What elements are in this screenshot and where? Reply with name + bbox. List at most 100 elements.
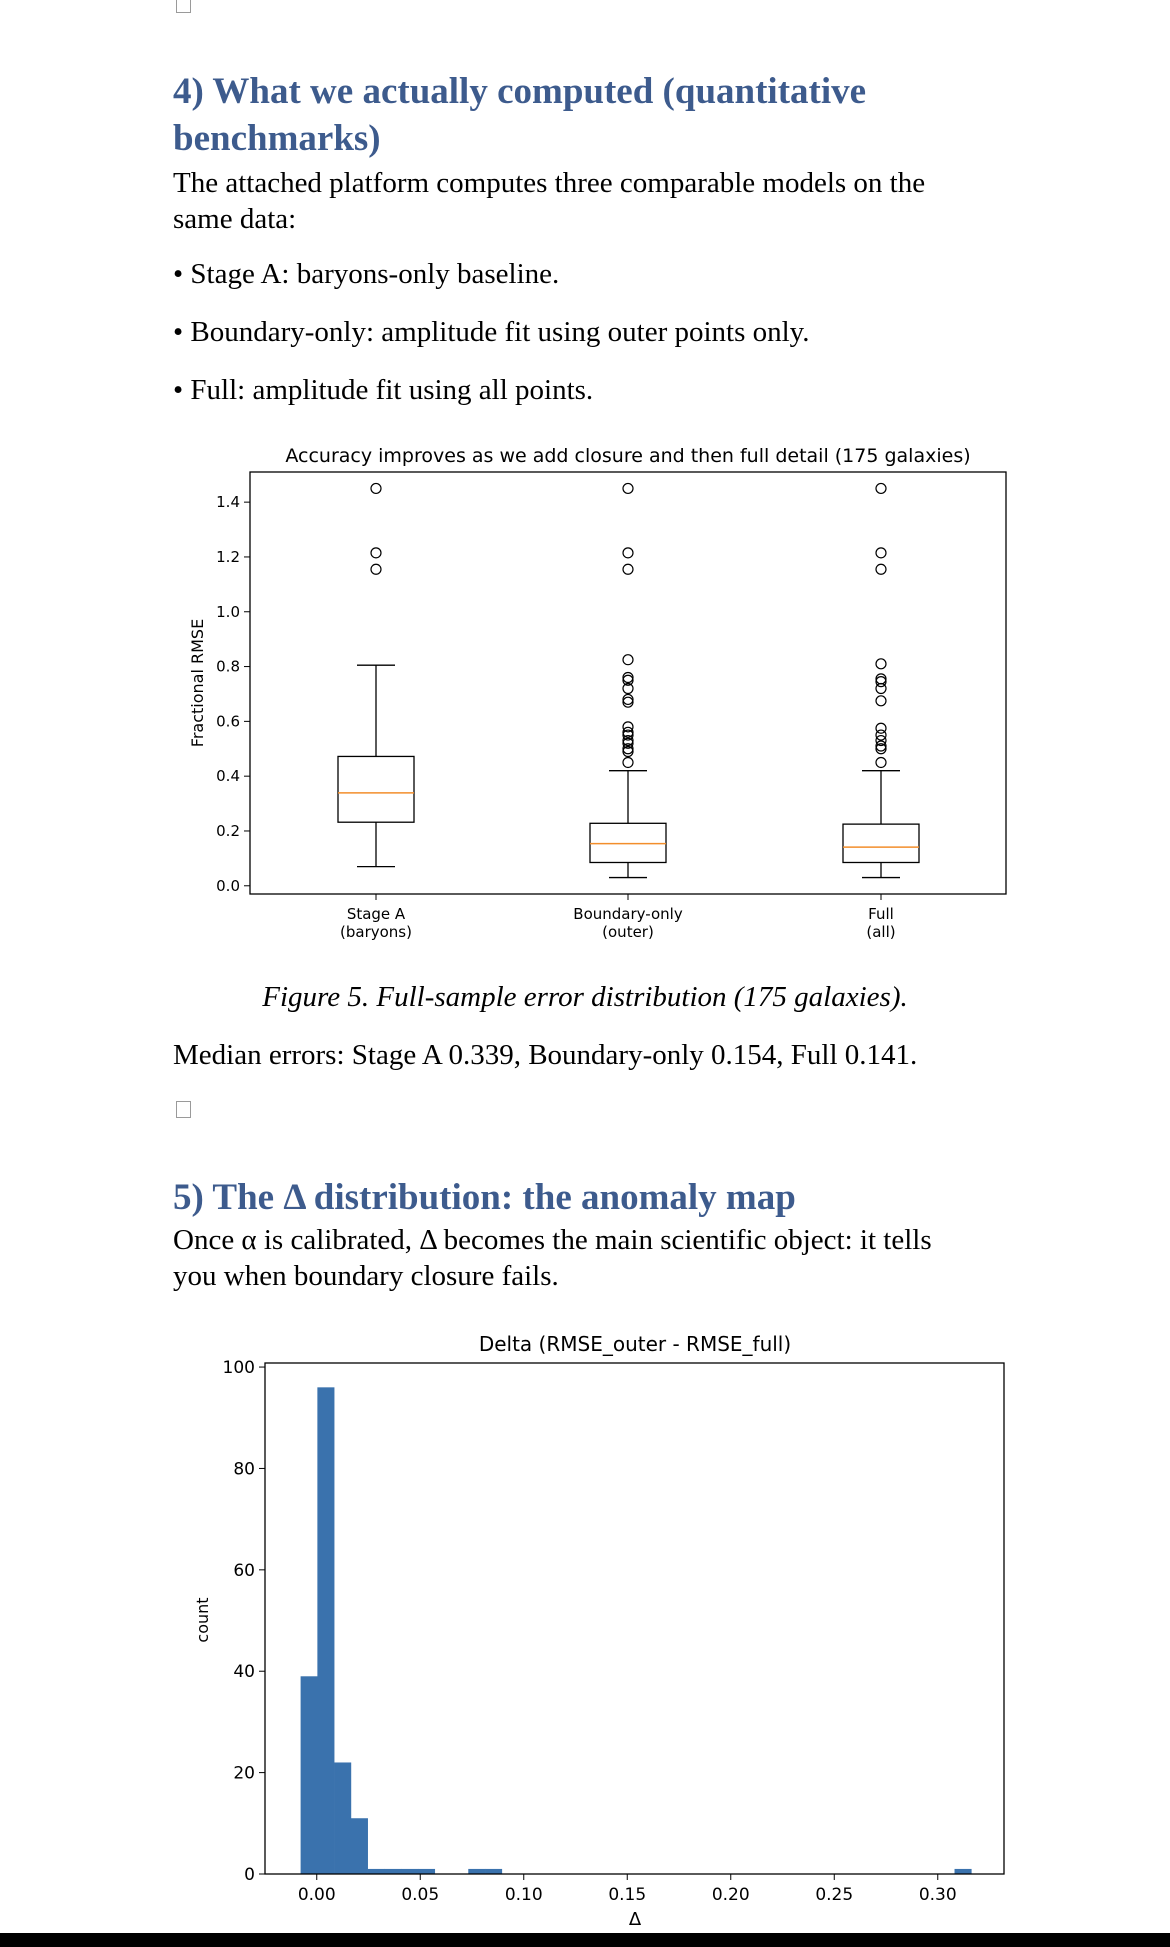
outlier-point [622, 482, 634, 495]
x-tick-label: 0.15 [608, 1885, 646, 1905]
x-tick-label: 0.25 [815, 1885, 853, 1905]
y-tick-label: 40 [233, 1662, 255, 1682]
y-tick-label: 80 [233, 1459, 255, 1479]
checkbox[interactable] [176, 1101, 191, 1118]
y-tick-label: 1.0 [216, 603, 240, 621]
y-tick-label: 0 [244, 1865, 255, 1885]
outlier-point [622, 745, 634, 758]
outlier-point [622, 726, 634, 738]
x-tick-label: (baryons) [340, 923, 412, 941]
outlier-point [622, 693, 634, 706]
outlier-point [622, 743, 634, 755]
y-tick-label: 20 [233, 1764, 255, 1784]
bullet-item: • Stage A: baryons-only baseline. [173, 256, 559, 292]
bullet-icon: • [173, 316, 184, 348]
outlier-point [622, 563, 634, 575]
bullet-item: • Full: amplitude fit using all points. [173, 372, 593, 408]
x-tick-label: Stage A [347, 905, 406, 923]
histogram-bar [417, 1868, 436, 1874]
outlier-point [622, 654, 634, 666]
intro-line: Once α is calibrated, Δ becomes the main… [173, 1224, 932, 1256]
histogram-bar [367, 1868, 385, 1874]
y-tick-label: 0.2 [216, 822, 240, 840]
histogram-bar [485, 1868, 503, 1874]
x-tick-label: Boundary-only [573, 905, 683, 923]
x-tick-label: (outer) [602, 923, 654, 941]
x-tick-label: 0.00 [298, 1885, 336, 1905]
x-tick-label: (all) [866, 923, 895, 941]
outlier-point [875, 673, 887, 685]
outlier-point [875, 734, 887, 747]
outlier-point [622, 737, 634, 749]
intro-line: you when boundary closure fails. [173, 1260, 559, 1292]
box-chart-ylabel: Fractional RMSE [188, 619, 207, 747]
outlier-point [622, 671, 634, 684]
outlier-point [875, 695, 887, 707]
bullet-item: • Boundary-only: amplitude fit using out… [173, 314, 810, 350]
hist-chart-ylabel: count [193, 1597, 212, 1642]
bullet-text: Stage A: baryons-only baseline. [190, 258, 560, 290]
outlier-point [622, 756, 634, 769]
outlier-point [875, 547, 887, 559]
y-tick-label: 0.6 [216, 712, 240, 730]
intro-line: same data: [173, 203, 297, 235]
outlier-point [875, 658, 887, 670]
intro-line: The attached platform computes three com… [173, 167, 926, 199]
box-chart-title: Accuracy improves as we add closure and … [285, 445, 970, 467]
plot-frame [264, 1362, 1005, 1875]
histogram-bar [954, 1868, 972, 1874]
x-tick-label: Full [868, 905, 894, 923]
bullet-text: Full: amplitude fit using all points. [190, 374, 594, 406]
outlier-point [622, 547, 634, 559]
heading-line: benchmarks) [173, 118, 381, 159]
box-plot-chart: Accuracy improves as we add closure and … [188, 445, 1007, 941]
y-tick-label: 0.4 [216, 767, 240, 785]
histogram-bar [401, 1868, 419, 1874]
outlier-point [622, 674, 634, 686]
outlier-point [875, 740, 887, 752]
histogram-chart: Delta (RMSE_outer - RMSE_full) count Δ 0… [193, 1332, 1005, 1930]
hist-chart-xlabel: Δ [629, 1909, 642, 1930]
outlier-point [370, 547, 382, 559]
outlier-point [875, 729, 887, 741]
bottom-bar [0, 1933, 1170, 1947]
x-tick-label: 0.10 [505, 1885, 543, 1905]
iqr-box [337, 755, 415, 823]
outlier-point [622, 682, 634, 695]
histogram-bar [468, 1868, 486, 1874]
section-5-heading: 5) The Δ distribution: the anomaly map [173, 1177, 796, 1218]
bullet-icon: • [173, 374, 184, 406]
figure-caption: Figure 5. Full-sample error distribution… [262, 981, 908, 1013]
outlier-point [875, 743, 887, 755]
y-tick-label: 1.2 [216, 548, 240, 566]
outlier-point [875, 756, 887, 769]
x-tick-label: 0.05 [401, 1885, 439, 1905]
checkbox-top[interactable] [176, 0, 191, 13]
x-tick-label: 0.30 [919, 1885, 957, 1905]
outlier-point [622, 696, 634, 708]
section-4-heading: 4) What we actually computed (quantitati… [173, 68, 866, 162]
y-tick-label: 1.4 [216, 493, 240, 511]
y-tick-label: 100 [223, 1358, 255, 1378]
outlier-point [875, 563, 887, 575]
y-tick-label: 60 [233, 1561, 255, 1581]
median-summary: Median errors: Stage A 0.339, Boundary-o… [173, 1039, 918, 1071]
histogram-bar [350, 1818, 368, 1874]
outlier-point [622, 734, 634, 747]
y-tick-label: 0.0 [216, 877, 240, 895]
iqr-box [842, 823, 920, 864]
outlier-point [875, 722, 887, 734]
histogram-bar [300, 1676, 318, 1874]
bullet-text: Boundary-only: amplitude fit using outer… [190, 316, 810, 348]
histogram-bar [334, 1762, 352, 1874]
section-5-intro: Once α is calibrated, Δ becomes the main… [173, 1222, 1073, 1294]
outlier-point [875, 482, 887, 495]
outlier-point [370, 563, 382, 575]
outlier-point [622, 729, 634, 741]
x-tick-label: 0.20 [712, 1885, 750, 1905]
histogram-bar [384, 1868, 402, 1874]
outlier-point [875, 676, 887, 688]
histogram-bar [317, 1387, 335, 1874]
bullet-icon: • [173, 258, 184, 290]
